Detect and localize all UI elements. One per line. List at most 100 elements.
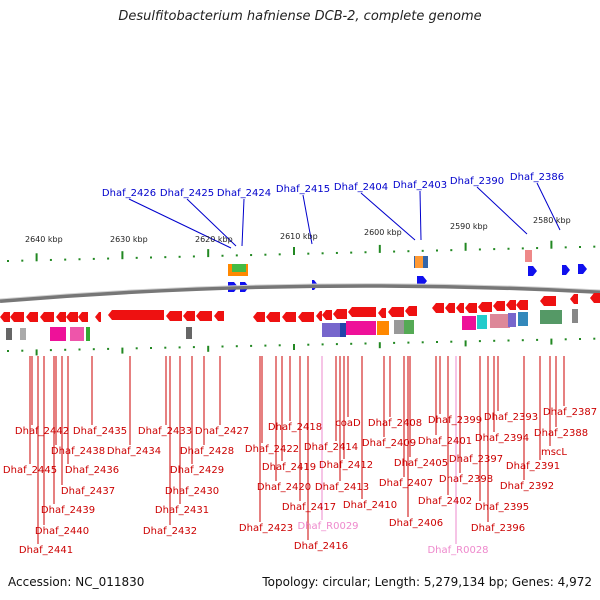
reverse-gene[interactable] <box>348 307 376 317</box>
reverse-gene[interactable] <box>445 303 455 313</box>
cog-box[interactable] <box>404 320 414 334</box>
reverse-gene-label[interactable]: Dhaf_2401 <box>418 436 472 447</box>
reverse-gene-label[interactable]: Dhaf_2437 <box>61 486 115 497</box>
reverse-gene[interactable] <box>56 312 66 322</box>
forward-gene-label[interactable]: Dhaf_2426 <box>102 188 156 199</box>
reverse-gene-label[interactable]: Dhaf_2396 <box>471 523 525 534</box>
reverse-gene[interactable] <box>378 308 386 318</box>
forward-gene-label[interactable]: Dhaf_2390 <box>450 176 504 187</box>
reverse-gene-label[interactable]: Dhaf_2406 <box>389 518 443 529</box>
reverse-gene-label[interactable]: Dhaf_2441 <box>19 545 73 556</box>
reverse-gene-label[interactable]: Dhaf_R0028 <box>427 545 488 556</box>
reverse-gene[interactable] <box>66 312 78 322</box>
reverse-gene-label[interactable]: coaD <box>335 418 361 429</box>
cog-box[interactable] <box>86 327 90 341</box>
reverse-gene-label[interactable]: Dhaf_2436 <box>65 465 119 476</box>
reverse-gene-label[interactable]: Dhaf_2420 <box>257 482 311 493</box>
cog-box[interactable] <box>186 327 192 339</box>
reverse-gene-label[interactable]: Dhaf_2438 <box>51 446 105 457</box>
reverse-gene-label[interactable]: Dhaf_2439 <box>41 505 95 516</box>
reverse-gene-label[interactable]: Dhaf_2440 <box>35 526 89 537</box>
reverse-gene-label[interactable]: Dhaf_2417 <box>282 502 336 513</box>
forward-gene-label[interactable]: Dhaf_2386 <box>510 172 564 183</box>
reverse-gene[interactable] <box>298 312 314 322</box>
cog-box[interactable] <box>508 313 516 327</box>
reverse-gene[interactable] <box>108 310 164 320</box>
reverse-gene-label[interactable]: Dhaf_2428 <box>180 446 234 457</box>
reverse-gene[interactable] <box>570 294 578 304</box>
reverse-gene-label[interactable]: Dhaf_2409 <box>362 438 416 449</box>
cog-box[interactable] <box>415 256 423 268</box>
reverse-gene-label[interactable]: Dhaf_2388 <box>534 428 588 439</box>
reverse-gene[interactable] <box>40 312 54 322</box>
cog-box[interactable] <box>540 310 562 324</box>
reverse-gene-label[interactable]: Dhaf_2395 <box>475 502 529 513</box>
reverse-gene-label[interactable]: Dhaf_2405 <box>394 458 448 469</box>
reverse-gene-label[interactable]: Dhaf_2410 <box>343 500 397 511</box>
reverse-gene[interactable] <box>166 311 182 321</box>
reverse-gene-label[interactable]: Dhaf_2402 <box>418 496 472 507</box>
cog-box[interactable] <box>70 327 84 341</box>
reverse-gene[interactable] <box>506 300 516 310</box>
reverse-gene-label[interactable]: Dhaf_2445 <box>3 465 57 476</box>
cog-box[interactable] <box>346 321 376 335</box>
reverse-gene-label[interactable]: Dhaf_2427 <box>195 426 249 437</box>
reverse-gene[interactable] <box>78 312 88 322</box>
reverse-gene[interactable] <box>183 311 195 321</box>
forward-gene-label[interactable]: Dhaf_2425 <box>160 188 214 199</box>
reverse-gene-label[interactable]: Dhaf_2392 <box>500 481 554 492</box>
reverse-gene-label[interactable]: Dhaf_2432 <box>143 526 197 537</box>
reverse-gene[interactable] <box>26 312 38 322</box>
reverse-gene[interactable] <box>388 307 404 317</box>
forward-gene[interactable] <box>562 265 570 275</box>
reverse-gene-label[interactable]: Dhaf_2423 <box>239 523 293 534</box>
forward-gene[interactable] <box>578 264 587 274</box>
cog-box[interactable] <box>518 312 528 326</box>
reverse-gene[interactable] <box>253 312 265 322</box>
cog-box[interactable] <box>572 309 578 323</box>
reverse-gene-label[interactable]: Dhaf_2435 <box>73 426 127 437</box>
cog-box[interactable] <box>525 250 532 262</box>
reverse-gene[interactable] <box>478 302 492 312</box>
cog-box[interactable] <box>20 328 26 340</box>
cog-box[interactable] <box>377 321 389 335</box>
reverse-gene-label[interactable]: Dhaf_R0029 <box>297 521 358 532</box>
reverse-gene-label[interactable]: Dhaf_2418 <box>268 422 322 433</box>
reverse-gene[interactable] <box>266 312 280 322</box>
reverse-gene-label[interactable]: Dhaf_2387 <box>543 407 597 418</box>
reverse-gene-label[interactable]: Dhaf_2407 <box>379 478 433 489</box>
cog-box[interactable] <box>232 264 246 272</box>
cog-box[interactable] <box>340 323 346 337</box>
reverse-gene-label[interactable]: Dhaf_2391 <box>506 461 560 472</box>
cog-box[interactable] <box>477 315 487 329</box>
reverse-gene-label[interactable]: Dhaf_2422 <box>245 444 299 455</box>
reverse-gene-label[interactable]: Dhaf_2433 <box>138 426 192 437</box>
forward-gene[interactable] <box>528 266 537 276</box>
cog-box[interactable] <box>322 323 340 337</box>
reverse-gene[interactable] <box>316 311 322 321</box>
reverse-gene[interactable] <box>10 312 24 322</box>
cog-box[interactable] <box>6 328 12 340</box>
reverse-gene-label[interactable]: Dhaf_2434 <box>107 446 161 457</box>
reverse-gene-label[interactable]: Dhaf_2397 <box>449 454 503 465</box>
reverse-gene-label[interactable]: Dhaf_2414 <box>304 442 358 453</box>
reverse-gene-label[interactable]: Dhaf_2393 <box>484 412 538 423</box>
reverse-gene[interactable] <box>322 310 332 320</box>
forward-gene-label[interactable]: Dhaf_2403 <box>393 180 447 191</box>
reverse-gene-label[interactable]: Dhaf_2442 <box>15 426 69 437</box>
reverse-gene[interactable] <box>196 311 212 321</box>
reverse-gene-label[interactable]: Dhaf_2416 <box>294 541 348 552</box>
reverse-gene[interactable] <box>282 312 296 322</box>
reverse-gene[interactable] <box>590 293 600 303</box>
reverse-gene[interactable] <box>456 303 464 313</box>
forward-gene[interactable] <box>417 276 427 286</box>
reverse-gene[interactable] <box>493 301 505 311</box>
reverse-gene-label[interactable]: Dhaf_2412 <box>319 460 373 471</box>
reverse-gene-label[interactable]: Dhaf_2408 <box>368 418 422 429</box>
reverse-gene[interactable] <box>95 312 101 322</box>
reverse-gene-label[interactable]: mscL <box>541 447 567 458</box>
forward-gene-label[interactable]: Dhaf_2404 <box>334 182 388 193</box>
reverse-gene-label[interactable]: Dhaf_2431 <box>155 505 209 516</box>
reverse-gene-label[interactable]: Dhaf_2419 <box>262 462 316 473</box>
